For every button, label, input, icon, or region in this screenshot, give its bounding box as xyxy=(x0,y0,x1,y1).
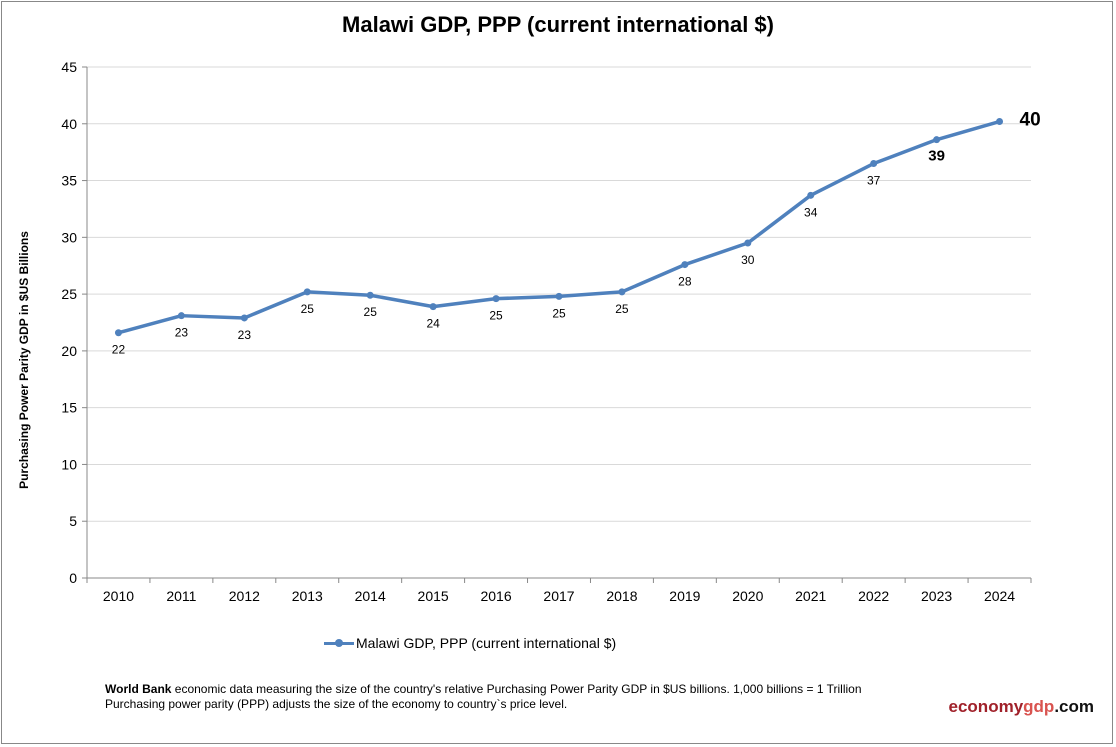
data-label: 22 xyxy=(112,343,126,357)
x-tick-label: 2012 xyxy=(229,588,260,604)
source-name: World Bank xyxy=(105,682,172,696)
legend: Malawi GDP, PPP (current international $… xyxy=(324,635,616,651)
data-label: 34 xyxy=(804,205,818,219)
x-tick-label: 2023 xyxy=(921,588,952,604)
data-point xyxy=(996,118,1004,126)
data-point xyxy=(933,136,941,144)
footer-line2: Purchasing power parity (PPP) adjusts th… xyxy=(105,697,568,711)
data-label: 40 xyxy=(1020,110,1041,131)
data-point xyxy=(240,314,248,322)
data-label: 25 xyxy=(301,302,315,316)
logo: economygdp.com xyxy=(948,697,1094,716)
data-point xyxy=(807,191,815,199)
data-point xyxy=(681,261,689,269)
y-tick-label: 35 xyxy=(61,173,77,189)
x-tick-label: 2019 xyxy=(669,588,700,604)
x-tick-label: 2010 xyxy=(103,588,134,604)
legend-label: Malawi GDP, PPP (current international $… xyxy=(356,635,617,651)
x-tick-label: 2011 xyxy=(166,588,196,604)
data-label: 25 xyxy=(489,309,503,323)
y-tick-label: 5 xyxy=(69,513,77,529)
data-label: 25 xyxy=(364,305,378,319)
y-tick-label: 25 xyxy=(61,286,77,302)
data-point xyxy=(303,288,311,296)
data-point xyxy=(429,303,437,311)
y-tick-label: 40 xyxy=(61,116,77,132)
data-label: 25 xyxy=(552,306,566,320)
x-tick-label: 2014 xyxy=(355,588,386,604)
y-tick-label: 45 xyxy=(61,59,77,75)
data-point xyxy=(555,292,563,300)
data-label: 37 xyxy=(867,174,881,188)
x-tick-label: 2017 xyxy=(543,588,574,604)
y-tick-label: 0 xyxy=(69,570,77,586)
x-tick-label: 2013 xyxy=(292,588,323,604)
x-tick-label: 2015 xyxy=(418,588,449,604)
y-tick-label: 20 xyxy=(61,343,77,359)
x-tick-label: 2024 xyxy=(984,588,1015,604)
series-line xyxy=(118,119,1001,335)
legend-swatch xyxy=(324,638,354,647)
footer-note: World Bank economic data measuring the s… xyxy=(105,682,862,712)
data-label: 28 xyxy=(678,275,692,289)
data-label: 39 xyxy=(928,148,945,165)
data-point xyxy=(618,288,626,296)
x-tick-label: 2022 xyxy=(858,588,889,604)
chart-title: Malawi GDP, PPP (current international $… xyxy=(342,12,774,37)
data-point xyxy=(177,312,185,320)
data-label: 24 xyxy=(426,317,440,331)
data-label: 25 xyxy=(615,302,629,316)
x-tick-label: 2020 xyxy=(732,588,763,604)
data-label: 30 xyxy=(741,253,755,267)
data-point xyxy=(744,239,752,247)
x-tick-label: 2021 xyxy=(795,588,826,604)
y-tick-label: 10 xyxy=(61,456,77,472)
data-point xyxy=(366,291,374,299)
data-point xyxy=(114,329,122,337)
x-tick-label: 2016 xyxy=(480,588,511,604)
data-point xyxy=(492,295,500,303)
footer-line1: economic data measuring the size of the … xyxy=(171,682,862,696)
data-point xyxy=(870,160,878,168)
x-tick-label: 2018 xyxy=(606,588,637,604)
y-tick-label: 30 xyxy=(61,229,77,245)
y-tick-label: 15 xyxy=(61,400,77,416)
data-label: 23 xyxy=(238,328,252,342)
data-label: 23 xyxy=(175,326,189,340)
